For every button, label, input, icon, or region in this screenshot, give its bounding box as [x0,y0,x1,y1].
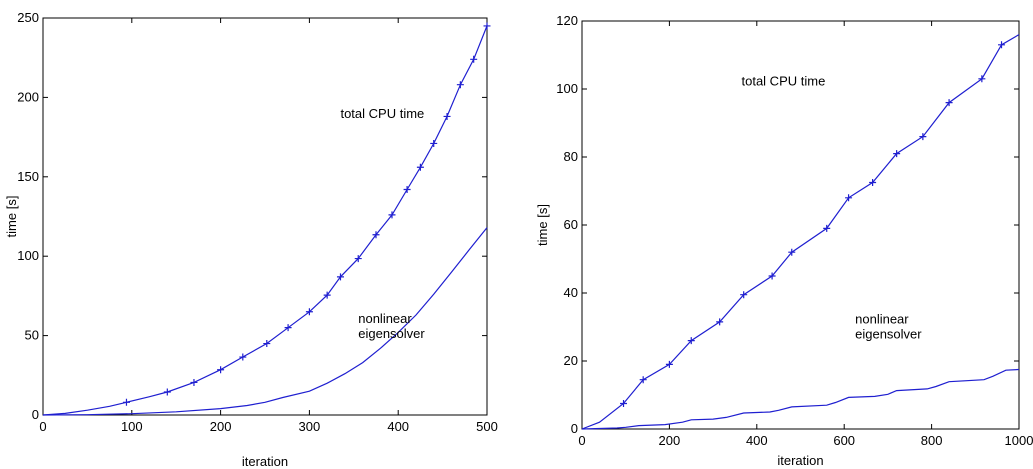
data-point-marker [190,378,198,386]
annotation-line: total CPU time [340,106,424,121]
y-tick-label: 200 [17,89,39,104]
annotation-label: nonlinear eigensolver [358,311,425,341]
y-tick-label: 100 [17,248,39,263]
y-tick-label: 120 [556,13,578,28]
y-axis-label: time [s] [535,204,550,246]
series-line-total-cpu-time [42,25,488,416]
x-tick-label: 500 [476,419,498,434]
x-tick-label: 0 [578,433,585,448]
axes-frame [42,17,488,416]
annotation-line: nonlinear [855,312,909,327]
data-point-marker [163,388,171,396]
y-tick-label: 60 [564,217,578,232]
series-line-nonlinear-eigensolver [42,227,488,416]
data-point-marker [620,400,628,407]
x-tick-label: 800 [921,433,943,448]
x-tick-label: 200 [659,433,681,448]
left-chart: 0 100 200 300 400 500 0 50 100 150 200 250 iteration… [4,10,498,469]
data-point-marker [768,272,776,280]
series-line-nonlinear-eigensolver [581,368,1020,430]
annotation-line: total CPU time [742,74,826,89]
annotation-label: total CPU time [340,106,424,121]
data-point-marker [323,291,331,299]
right-chart: 0 200 400 600 800 1000 0 20 40 60 80 100 120 iteratio… [535,13,1033,468]
data-point-marker [869,179,877,186]
data-point-marker [122,398,130,406]
x-tick-label: 400 [746,433,768,448]
data-point-marker [998,41,1006,49]
data-point-marker [919,133,927,141]
x-tick-label: 600 [833,433,855,448]
data-point-marker [305,308,313,316]
data-point-marker [388,211,396,219]
data-point-marker [239,353,247,361]
x-axis-label: iteration [777,453,823,468]
data-point-marker [483,22,491,30]
y-tick-label: 80 [564,149,578,164]
data-point-marker [945,99,953,107]
x-tick-label: 1000 [1005,433,1033,448]
data-point-marker [639,376,647,384]
series-line-total-cpu-time [581,34,1020,430]
data-point-marker [443,112,451,120]
x-tick-label: 400 [387,419,409,434]
data-point-marker [470,55,478,63]
data-point-marker [416,163,424,171]
y-tick-label: 100 [556,81,578,96]
annotation-label: total CPU time [742,74,826,89]
y-axis-label: time [s] [4,196,19,238]
data-point-marker [284,324,292,332]
data-point-marker [456,81,464,89]
data-point-marker [354,255,362,263]
annotation-line: eigensolver [358,326,425,341]
x-axis-label: iteration [242,454,288,469]
x-tick-label: 200 [210,419,232,434]
annotation-label: nonlinear eigensolver [855,312,922,342]
x-tick-label: 300 [299,419,321,434]
data-point-marker [716,318,724,326]
y-tick-label: 50 [25,328,39,343]
data-point-marker [823,224,831,232]
y-tick-label: 250 [17,10,39,25]
data-point-marker [372,231,380,239]
x-tick-label: 0 [39,419,46,434]
data-point-marker [263,340,271,348]
y-tick-label: 20 [564,353,578,368]
data-point-marker [893,150,901,158]
annotation-line: nonlinear [358,311,412,326]
data-point-marker [687,337,695,345]
data-point-marker [403,186,411,194]
data-point-marker [217,366,225,374]
data-point-marker [430,139,438,147]
data-point-marker [978,75,986,83]
y-tick-label: 150 [17,169,39,184]
y-tick-label: 0 [32,407,39,422]
data-point-marker [740,291,748,299]
y-tick-label: 40 [564,285,578,300]
data-point-marker [845,194,853,202]
data-point-marker [788,248,796,256]
x-tick-label: 100 [121,419,143,434]
y-tick-label: 0 [571,421,578,436]
annotation-line: eigensolver [855,327,922,342]
data-point-marker [336,273,344,281]
data-point-marker [665,360,673,368]
